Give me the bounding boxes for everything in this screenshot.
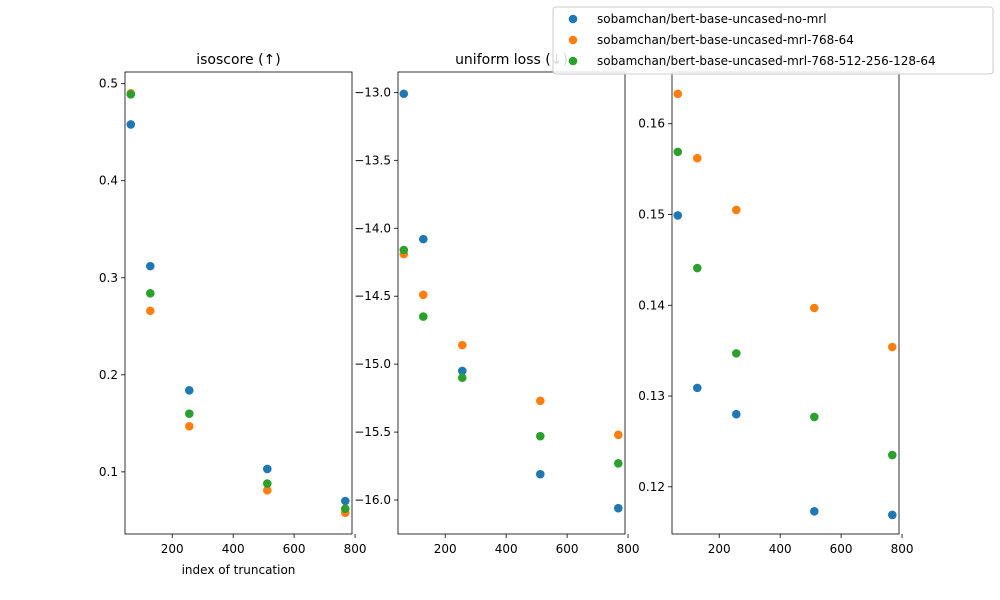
y-tick-label: −13.5 bbox=[354, 153, 391, 167]
y-tick-label: −16.0 bbox=[354, 493, 391, 507]
y-tick-label: 0.3 bbox=[99, 271, 118, 285]
y-tick-label: 0.1 bbox=[99, 465, 118, 479]
data-point-series-2 bbox=[673, 89, 683, 99]
panel-1: 200 400 600 800 0.1 0.2 0.3 0.4 0.5 isoscore (↑) i… bbox=[99, 52, 367, 577]
axes-frame bbox=[671, 71, 900, 535]
y-tick-label: 0.15 bbox=[638, 208, 665, 222]
data-point-series-3 bbox=[418, 312, 428, 321]
data-point-series-3 bbox=[673, 147, 683, 157]
data-point-series-1 bbox=[399, 89, 409, 99]
x-tick-label: 200 bbox=[708, 542, 731, 556]
data-point-series-2 bbox=[184, 421, 194, 431]
data-point-series-3 bbox=[457, 373, 467, 383]
x-tick-label: 400 bbox=[495, 542, 518, 556]
data-point-series-1 bbox=[126, 120, 136, 129]
y-tick-label: −14.5 bbox=[354, 289, 391, 303]
data-point-series-2 bbox=[262, 486, 272, 495]
x-tick-label: 600 bbox=[556, 542, 579, 556]
data-point-series-3 bbox=[184, 409, 194, 418]
panel-3: 200 400 600 800 0.12 0.13 0.14 0.15 0.16 bbox=[638, 71, 914, 556]
data-point-series-2 bbox=[692, 153, 702, 163]
data-point-series-3 bbox=[809, 412, 819, 422]
data-point-series-2 bbox=[613, 430, 623, 440]
data-point-series-2 bbox=[418, 290, 428, 300]
y-tick-label: 0.12 bbox=[638, 480, 665, 494]
data-point-series-2 bbox=[535, 396, 545, 406]
data-point-series-1 bbox=[184, 386, 194, 395]
data-point-series-3 bbox=[340, 504, 350, 514]
y-tick-label: 0.2 bbox=[99, 368, 118, 382]
y-tick-label: 0.5 bbox=[99, 77, 118, 91]
x-tick-label: 800 bbox=[344, 542, 367, 556]
x-tick-label: 400 bbox=[222, 542, 245, 556]
axes-frame bbox=[397, 71, 626, 535]
data-point-series-1 bbox=[535, 469, 545, 479]
data-point-series-1 bbox=[887, 510, 897, 520]
axes-frame bbox=[124, 71, 353, 535]
data-point-series-1 bbox=[692, 383, 702, 393]
data-point-series-3 bbox=[399, 245, 409, 255]
x-tick-label: 400 bbox=[769, 542, 792, 556]
y-tick-label: −13.0 bbox=[354, 85, 391, 99]
data-point-series-1 bbox=[809, 507, 819, 516]
panel-title: uniform loss (↓) bbox=[455, 52, 568, 68]
panel-2: 200 400 600 800 −13.0 −13.5 −14.0 −14.5 −15.0 −15… bbox=[354, 52, 639, 556]
panel-title: isoscore (↑) bbox=[196, 52, 280, 68]
legend-label: sobamchan/bert-base-uncased-no-mrl bbox=[597, 12, 827, 26]
data-point-series-3 bbox=[145, 288, 155, 298]
x-tick-label: 600 bbox=[830, 542, 853, 556]
data-point-series-3 bbox=[613, 459, 623, 468]
x-tick-label: 800 bbox=[617, 542, 640, 556]
legend-marker bbox=[568, 56, 578, 66]
data-point-series-2 bbox=[457, 340, 467, 350]
x-tick-label: 800 bbox=[891, 542, 914, 556]
x-tick-label: 600 bbox=[283, 542, 306, 556]
data-point-series-1 bbox=[613, 503, 623, 513]
legend-marker bbox=[568, 14, 578, 24]
y-tick-label: 0.13 bbox=[638, 389, 665, 403]
y-tick-label: −15.0 bbox=[354, 357, 391, 371]
legend-label: sobamchan/bert-base-uncased-mrl-768-64 bbox=[597, 33, 854, 47]
data-point-series-1 bbox=[457, 366, 467, 376]
data-point-series-3 bbox=[731, 349, 741, 358]
data-point-series-1 bbox=[145, 261, 155, 271]
data-point-series-1 bbox=[673, 211, 683, 220]
data-point-series-1 bbox=[731, 409, 741, 419]
y-tick-label: 0.4 bbox=[99, 174, 118, 188]
y-tick-label: 0.16 bbox=[638, 117, 665, 131]
data-point-series-2 bbox=[731, 205, 741, 215]
data-point-series-1 bbox=[340, 496, 350, 506]
legend-label: sobamchan/bert-base-uncased-mrl-768-512-… bbox=[597, 54, 936, 68]
legend-box bbox=[552, 6, 994, 75]
x-axis-label: index of truncation bbox=[182, 563, 296, 577]
data-point-series-3 bbox=[535, 431, 545, 441]
data-point-series-3 bbox=[262, 479, 272, 488]
data-point-series-2 bbox=[145, 306, 155, 316]
y-tick-label: 0.14 bbox=[638, 298, 665, 312]
y-tick-label: −14.0 bbox=[354, 221, 391, 235]
data-point-series-2 bbox=[809, 303, 819, 313]
legend: sobamchan/bert-base-uncased-no-mrl sobamc… bbox=[552, 6, 994, 75]
data-point-series-3 bbox=[126, 90, 136, 99]
y-tick-label: −15.5 bbox=[354, 425, 391, 439]
x-tick-label: 200 bbox=[434, 542, 457, 556]
data-point-series-3 bbox=[692, 263, 702, 273]
x-tick-label: 200 bbox=[161, 542, 184, 556]
legend-marker bbox=[568, 35, 578, 45]
data-point-series-3 bbox=[887, 450, 897, 460]
data-point-series-2 bbox=[887, 342, 897, 352]
data-point-series-1 bbox=[418, 234, 428, 244]
data-point-series-1 bbox=[262, 464, 272, 474]
